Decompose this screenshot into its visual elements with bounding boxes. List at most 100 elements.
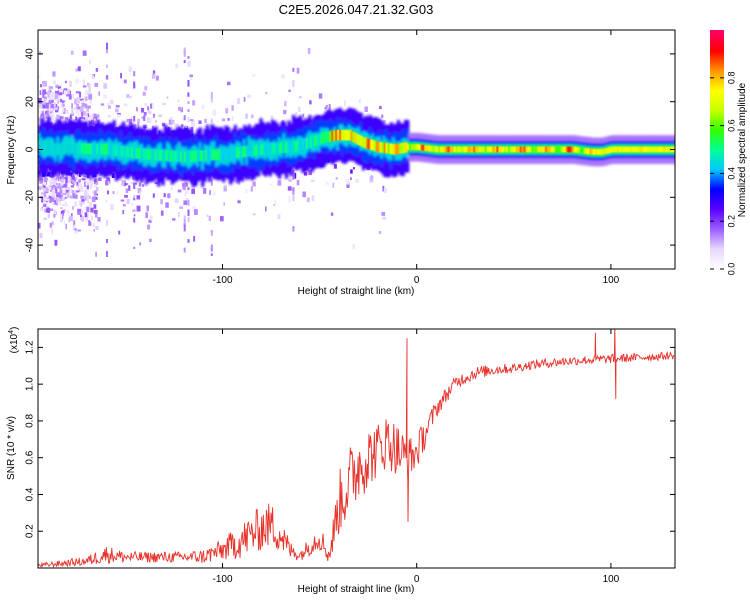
ridge-core-cell (84, 143, 88, 154)
ridge-core-cell (113, 145, 117, 156)
colorbar-segment (710, 211, 724, 214)
noise-cell (220, 216, 224, 222)
noise-cell (80, 186, 84, 192)
noise-cell (350, 169, 353, 174)
colorbar-segment (710, 43, 724, 47)
ridge-core-cell (443, 146, 447, 153)
ridge-core-cell (587, 148, 591, 155)
noise-cell (107, 102, 110, 107)
noise-cell (134, 124, 137, 129)
ridge-core-cell (280, 142, 284, 154)
noise-cell (169, 117, 173, 120)
colorbar-segment (710, 57, 724, 61)
noise-cell (296, 67, 300, 74)
ridge-core-cell (496, 146, 499, 153)
colorbar-segment (710, 113, 724, 117)
ridge-core-cell (154, 149, 158, 161)
noise-cell (106, 239, 108, 243)
noise-cell (137, 118, 140, 124)
noise-cell (265, 91, 268, 95)
noise-cell (352, 243, 355, 250)
noise-cell (185, 198, 190, 204)
ridge-core-cell (544, 146, 548, 153)
noise-cell (70, 185, 74, 188)
noise-cell (75, 91, 80, 94)
noise-cell (175, 63, 178, 69)
ridge-core-cell (395, 143, 398, 155)
ridge-core-cell (290, 141, 294, 153)
noise-cell (124, 183, 128, 186)
noise-cell (45, 110, 49, 116)
noise-cell (184, 192, 187, 197)
noise-cell (296, 179, 300, 186)
colorbar-segment (710, 71, 724, 75)
ridge-core-cell (216, 149, 220, 160)
colorbar-segment (710, 247, 724, 250)
noise-cell (252, 213, 256, 216)
noise-cell (133, 198, 136, 201)
ridge-core-cell (183, 151, 187, 162)
noise-cell (308, 169, 313, 176)
colorbar-segment (710, 149, 724, 152)
noise-cell (89, 221, 92, 226)
colorbar-segment (710, 121, 724, 125)
noise-cell (133, 182, 136, 190)
colorbar-segment (710, 181, 724, 184)
y-tick-label: 40 (25, 48, 36, 60)
noise-cell (51, 177, 55, 182)
noise-cell (136, 195, 141, 200)
noise-cell (160, 210, 164, 216)
spectrogram-x-axis-label: Height of straight line (km) (298, 286, 415, 297)
ridge-core-cell (636, 146, 639, 153)
ridge-core-cell (566, 146, 569, 153)
noise-cell (44, 197, 47, 203)
noise-cell (80, 111, 84, 116)
noise-cell (128, 185, 131, 191)
ridge-core-cell (562, 146, 565, 153)
noise-cell (76, 179, 80, 186)
noise-cell (87, 197, 89, 204)
noise-cell (97, 114, 100, 118)
noise-cell (121, 179, 125, 186)
ridge-core-cell (426, 145, 429, 152)
noise-cell (284, 101, 287, 107)
noise-cell (42, 182, 44, 188)
colorbar-segment (710, 259, 724, 262)
colorbar-segment (710, 147, 724, 150)
noise-cell (146, 205, 149, 212)
noise-cell (243, 97, 246, 102)
noise-cell (132, 174, 134, 180)
noise-cell (355, 178, 359, 183)
ridge-core-cell (364, 137, 367, 149)
noise-cell (206, 214, 209, 218)
noise-cell (183, 47, 186, 50)
ridge-core-cell (208, 149, 212, 161)
noise-cell (77, 111, 80, 116)
noise-cell (138, 182, 142, 187)
noise-cell (155, 75, 159, 81)
ridge-core-cell (358, 135, 361, 146)
noise-cell (57, 100, 59, 104)
noise-cell (378, 231, 382, 234)
noise-cell (181, 124, 184, 128)
ridge-core-cell (170, 150, 173, 162)
ridge-core-cell (614, 146, 618, 153)
noise-cell (162, 102, 166, 106)
ridge-core-cell (531, 146, 534, 153)
noise-cell (125, 188, 129, 193)
ridge-cell (56, 136, 60, 156)
noise-cell (65, 223, 68, 230)
noise-cell (335, 177, 338, 180)
colorbar-segment (710, 185, 724, 188)
ridge-core-cell (329, 131, 332, 142)
noise-cell (47, 94, 50, 98)
noise-cell (55, 84, 59, 88)
colorbar-segment (710, 191, 724, 194)
noise-cell (93, 183, 97, 188)
ridge-core-cell (111, 145, 115, 156)
noise-cell (72, 183, 75, 186)
colorbar-segment (710, 145, 724, 149)
noise-cell (40, 114, 43, 119)
noise-cell (190, 127, 194, 133)
colorbar-segment (710, 157, 724, 160)
